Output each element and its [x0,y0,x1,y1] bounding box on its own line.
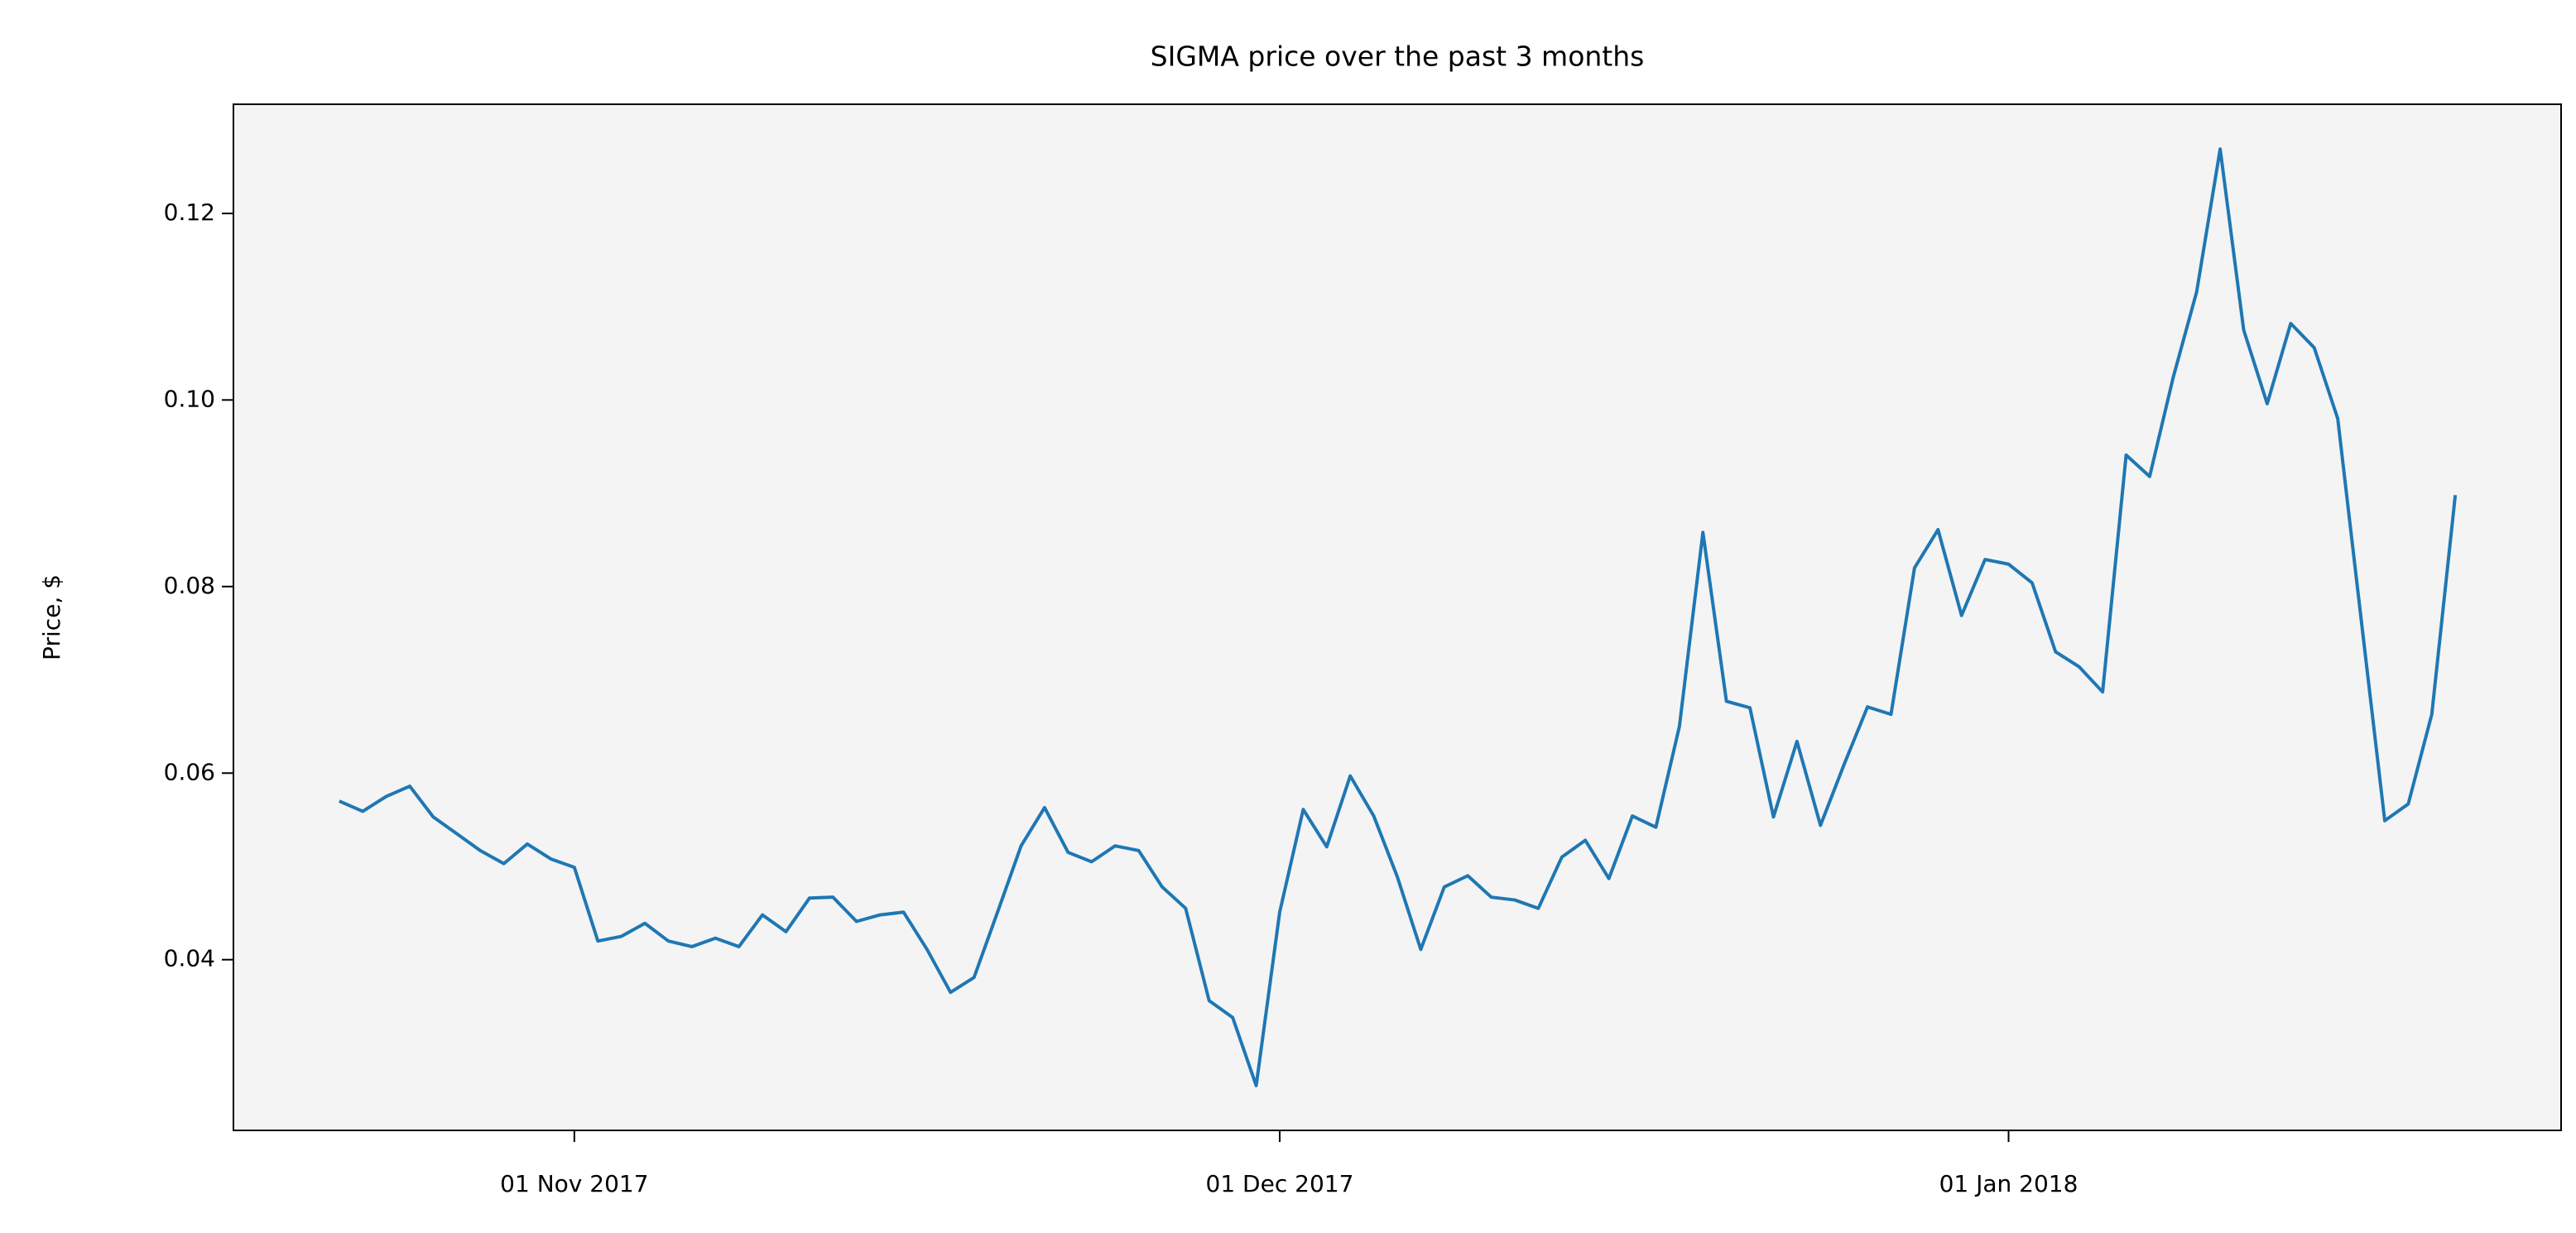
y-tick-label: 0.12 [164,199,215,226]
price-line [339,147,2458,1087]
x-tick-label: 01 Nov 2017 [500,1170,648,1197]
plot-frame [233,103,2562,1131]
y-tick-label: 0.06 [164,758,215,785]
y-tick-label: 0.10 [164,385,215,412]
x-tick-label: 01 Jan 2018 [1939,1170,2079,1197]
y-tick-label: 0.04 [164,945,215,972]
plot-background [233,104,2561,1130]
x-tick-label: 01 Dec 2017 [1206,1170,1354,1197]
y-axis-label: Price, $ [38,574,65,660]
chart-title: SIGMA price over the past 3 months [1151,41,1645,73]
y-tick-label: 0.08 [164,572,215,599]
